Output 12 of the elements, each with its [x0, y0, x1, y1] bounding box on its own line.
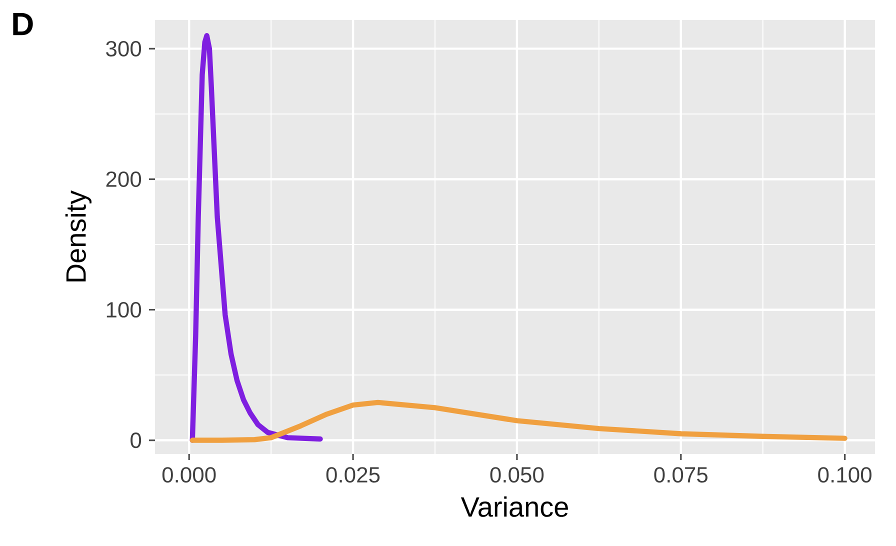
y-tick-label: 300: [106, 40, 142, 56]
x-tick-label: 0.100: [818, 467, 872, 483]
y-tick-label: 0: [130, 432, 142, 448]
y-tick-label: 100: [106, 302, 142, 318]
x-tick-label: 0.000: [162, 467, 216, 483]
x-tick-label: 0.050: [490, 467, 544, 483]
chart-title: D: [13, 13, 33, 36]
x-tick-label: 0.025: [326, 467, 380, 483]
x-axis-title: Variance: [460, 496, 568, 517]
y-axis-title: Density: [65, 190, 92, 282]
x-tick-label: 0.075: [654, 467, 708, 483]
y-tick-label: 200: [106, 171, 142, 188]
